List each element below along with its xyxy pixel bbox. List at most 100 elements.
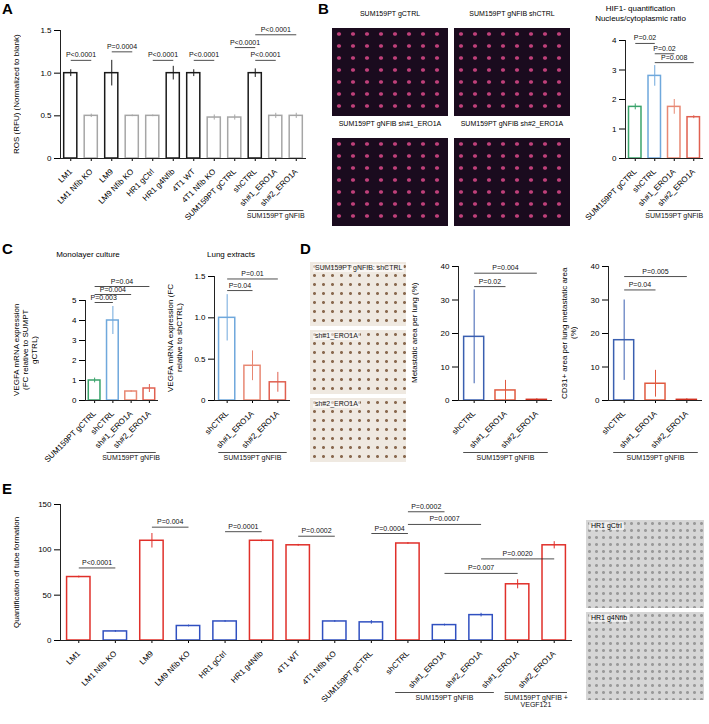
svg-text:LM1 Nfib KO: LM1 Nfib KO (56, 167, 95, 206)
svg-text:sh#1_ERO1A: sh#1_ERO1A (480, 649, 521, 690)
svg-text:SUM159PT gNFIB: SUM159PT gNFIB (247, 212, 305, 220)
svg-text:sh#2_ERO1A: sh#2_ERO1A (499, 409, 540, 450)
svg-text:4T1 WT: 4T1 WT (275, 649, 302, 676)
svg-text:LM1 Nfib KO: LM1 Nfib KO (80, 649, 119, 688)
svg-text:LM9 Nfib KO: LM9 Nfib KO (153, 649, 192, 688)
svg-text:SUM159PT gCTRL: SUM159PT gCTRL (183, 167, 238, 222)
svg-text:P=0.04: P=0.04 (629, 281, 651, 288)
svg-text:50: 50 (43, 591, 52, 600)
svg-text:HR1 gCtrl: HR1 gCtrl (197, 649, 228, 680)
svg-text:P=0.04: P=0.04 (111, 278, 133, 285)
svg-text:P=0.003: P=0.003 (91, 294, 117, 301)
svg-text:SUM159PT gNFIB: SUM159PT gNFIB (477, 454, 535, 462)
svg-text:P=0.0002: P=0.0002 (301, 527, 331, 534)
svg-text:P<0.0001: P<0.0001 (230, 39, 260, 46)
svg-text:P<0.0001: P<0.0001 (66, 51, 96, 58)
svg-text:sh#2_ERO1A: sh#2_ERO1A (240, 409, 281, 450)
svg-text:sh#2_ERO1A: sh#2_ERO1A (112, 409, 153, 450)
svg-text:0: 0 (201, 396, 206, 405)
svg-text:20: 20 (441, 329, 450, 338)
svg-text:P=0.0020: P=0.0020 (503, 550, 533, 557)
svg-text:1.5: 1.5 (194, 272, 206, 281)
svg-text:P=0.0004: P=0.0004 (375, 525, 405, 532)
svg-text:shCTRL: shCTRL (384, 649, 411, 676)
svg-text:sh#2_ERO1A: sh#2_ERO1A (656, 167, 697, 208)
svg-text:P=0.004: P=0.004 (100, 286, 126, 293)
svg-text:0: 0 (72, 396, 77, 405)
svg-text:HR1 g4Nfib: HR1 g4Nfib (141, 167, 177, 203)
svg-text:0: 0 (47, 154, 52, 163)
svg-text:shCTRL: shCTRL (450, 409, 477, 436)
svg-text:LM1: LM1 (57, 167, 75, 185)
svg-text:sh#2_ERO1A: sh#2_ERO1A (516, 649, 557, 690)
svg-text:30: 30 (441, 296, 450, 305)
svg-text:30: 30 (591, 296, 600, 305)
svg-text:4: 4 (612, 36, 617, 45)
svg-text:0: 0 (445, 396, 450, 405)
svg-text:SUM159PT gNFIB: SUM159PT gNFIB (645, 212, 703, 220)
svg-text:P=0.005: P=0.005 (642, 268, 668, 275)
svg-text:SUM159PT gNFIB: SUM159PT gNFIB (102, 454, 160, 462)
svg-text:P<0.0001: P<0.0001 (148, 51, 178, 58)
svg-text:P=0.0002: P=0.0002 (411, 503, 441, 510)
svg-text:LM9: LM9 (98, 167, 116, 185)
svg-text:P=0.007: P=0.007 (468, 564, 494, 571)
svg-text:10: 10 (441, 363, 450, 372)
svg-text:3: 3 (612, 66, 617, 75)
svg-text:5: 5 (72, 296, 77, 305)
svg-text:SUM159PT gCTRL: SUM159PT gCTRL (43, 409, 98, 464)
svg-text:P=0.008: P=0.008 (661, 54, 687, 61)
svg-text:P=0.004: P=0.004 (492, 264, 518, 271)
svg-text:sh#2_ERO1A: sh#2_ERO1A (649, 409, 690, 450)
svg-text:0.5: 0.5 (194, 355, 206, 364)
svg-text:4: 4 (72, 316, 77, 325)
svg-text:10: 10 (591, 363, 600, 372)
svg-text:LM1: LM1 (65, 649, 83, 667)
svg-text:P=0.0004: P=0.0004 (107, 43, 137, 50)
svg-text:1: 1 (612, 125, 617, 134)
svg-text:2: 2 (612, 95, 617, 104)
svg-text:1.0: 1.0 (40, 69, 52, 78)
svg-text:SUM159PT gCTRL: SUM159PT gCTRL (320, 649, 375, 704)
svg-text:sh#1_ERO1A: sh#1_ERO1A (636, 167, 678, 209)
svg-text:LM9: LM9 (138, 649, 156, 667)
svg-text:sh#2_ERO1A: sh#2_ERO1A (259, 167, 300, 208)
svg-text:sh#2_ERO1A: sh#2_ERO1A (443, 649, 484, 690)
svg-text:SUM159PT gNFIB: SUM159PT gNFIB (627, 454, 685, 462)
svg-text:sh#1_ERO1A: sh#1_ERO1A (93, 409, 135, 451)
svg-text:sh#1_ERO1A: sh#1_ERO1A (407, 649, 448, 690)
svg-text:0: 0 (612, 154, 617, 163)
svg-text:1: 1 (72, 376, 77, 385)
svg-text:100: 100 (38, 545, 52, 554)
svg-text:P=0.01: P=0.01 (241, 270, 263, 277)
svg-text:2: 2 (72, 356, 77, 365)
svg-text:P=0.04: P=0.04 (229, 282, 251, 289)
svg-text:P=0.02: P=0.02 (634, 34, 656, 41)
svg-text:P<0.0001: P<0.0001 (82, 559, 112, 566)
svg-text:SUM159PT gNFIB: SUM159PT gNFIB (224, 454, 282, 462)
svg-text:0: 0 (595, 396, 600, 405)
svg-text:SUM159PT gCTRL: SUM159PT gCTRL (583, 167, 638, 222)
svg-text:20: 20 (591, 329, 600, 338)
svg-text:40: 40 (441, 262, 450, 271)
svg-text:1.5: 1.5 (40, 26, 52, 35)
svg-text:SUM159PT gNFIB +VEGF121: SUM159PT gNFIB +VEGF121 (504, 694, 568, 708)
svg-text:0.5: 0.5 (40, 111, 52, 120)
svg-text:P=0.004: P=0.004 (157, 518, 183, 525)
svg-text:HR1 g4Nfib: HR1 g4Nfib (229, 649, 265, 685)
svg-text:SUM159PT gNFIB: SUM159PT gNFIB (416, 694, 474, 702)
svg-text:P<0.0001: P<0.0001 (261, 26, 291, 33)
svg-text:P=0.0007: P=0.0007 (429, 515, 459, 522)
svg-text:150: 150 (38, 500, 52, 509)
svg-text:3: 3 (72, 336, 77, 345)
svg-text:P<0.0001: P<0.0001 (189, 51, 219, 58)
svg-text:P=0.0001: P=0.0001 (228, 523, 258, 530)
svg-text:4T1 Nfib KO: 4T1 Nfib KO (301, 649, 338, 686)
svg-text:P=0.02: P=0.02 (653, 45, 675, 52)
svg-text:shCTRL: shCTRL (600, 409, 627, 436)
svg-text:1.0: 1.0 (194, 313, 206, 322)
svg-text:40: 40 (591, 262, 600, 271)
svg-text:P=0.02: P=0.02 (479, 278, 501, 285)
svg-text:P<0.0001: P<0.0001 (250, 51, 280, 58)
svg-text:0: 0 (47, 636, 52, 645)
